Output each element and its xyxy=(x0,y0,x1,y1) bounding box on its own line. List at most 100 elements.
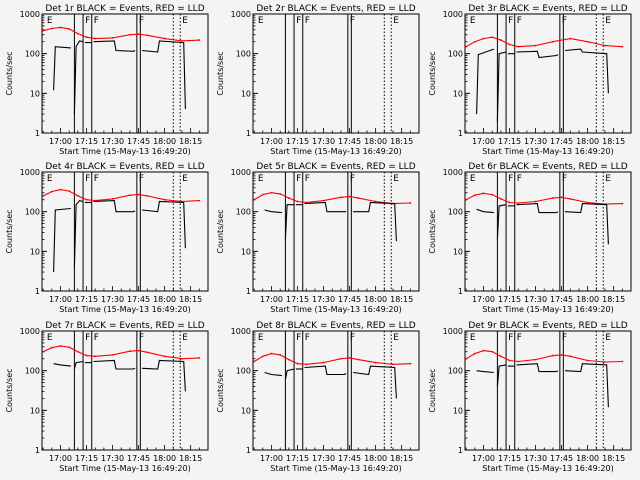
lld-point xyxy=(473,40,476,43)
lld-series-line xyxy=(253,192,411,205)
y-tick-label: 10 xyxy=(241,247,251,256)
lld-point xyxy=(279,193,282,195)
lld-point xyxy=(465,357,468,360)
plot-frame xyxy=(464,13,632,134)
y-tick-label: 10 xyxy=(453,89,463,98)
lld-point xyxy=(340,357,342,360)
events-series-line xyxy=(142,359,186,392)
lld-point xyxy=(491,193,494,196)
plot-frame xyxy=(41,171,209,292)
events-series-line xyxy=(304,201,347,213)
events-series-line xyxy=(353,201,397,242)
lld-point xyxy=(129,194,131,197)
y-tick-label: 10 xyxy=(453,406,463,415)
lld-point xyxy=(137,33,140,36)
events-series-line xyxy=(565,363,609,408)
lld-point xyxy=(85,36,88,39)
x-tick-label: 17:15 xyxy=(75,137,98,146)
events-series-line xyxy=(565,48,609,94)
events-series-line xyxy=(73,360,84,370)
flag-label: F xyxy=(517,333,522,343)
x-tick-label: 18:15 xyxy=(602,137,625,146)
x-tick-label: 18:15 xyxy=(179,454,202,463)
lld-point xyxy=(465,198,468,201)
lld-point xyxy=(482,37,485,40)
x-axis-label: Start Time (15-May-13 16:49:20) xyxy=(482,305,613,314)
events-series-line xyxy=(284,368,295,380)
y-tick-label: 100 xyxy=(25,50,40,59)
flag-label: E xyxy=(47,333,53,343)
flag-label: F xyxy=(508,333,513,343)
lld-point xyxy=(296,362,299,365)
lld-point xyxy=(270,191,273,194)
y-axis-label: Counts/sec xyxy=(5,209,14,253)
x-tick-label: 18:15 xyxy=(390,454,413,463)
lld-point xyxy=(59,345,62,347)
x-tick-label: 17:30 xyxy=(312,295,335,304)
flag-label: F xyxy=(139,16,144,26)
flag-label: E xyxy=(258,16,264,26)
x-tick-label: 17:00 xyxy=(472,454,495,463)
x-tick-label: 17:00 xyxy=(49,454,72,463)
lld-point xyxy=(76,350,79,353)
lld-point xyxy=(163,355,166,358)
x-tick-label: 17:00 xyxy=(260,295,283,304)
x-tick-label: 17:45 xyxy=(127,295,150,304)
lld-point xyxy=(261,355,264,358)
x-tick-label: 17:30 xyxy=(524,454,547,463)
y-tick-label: 1 xyxy=(246,287,251,296)
lld-point xyxy=(534,358,537,361)
flag-label: E xyxy=(182,16,188,26)
flag-label: F xyxy=(350,16,355,26)
panel-det-8: Det 8r BLACK = Events, RED = LLD 1 10 100 10… xyxy=(216,321,420,473)
panel-title: Det 2r BLACK = Events, RED = LLD xyxy=(256,4,415,14)
events-series-line xyxy=(496,51,507,122)
lld-point xyxy=(621,360,624,363)
lld-point xyxy=(94,37,97,40)
flag-label: E xyxy=(393,16,399,26)
lld-point xyxy=(508,43,511,46)
flag-label: E xyxy=(393,174,399,184)
panel-title: Det 6r BLACK = Events, RED = LLD xyxy=(468,162,627,172)
x-tick-label: 18:00 xyxy=(576,137,599,146)
y-tick-label: 1000 xyxy=(231,10,251,19)
lld-point xyxy=(50,346,53,349)
y-tick-label: 1 xyxy=(246,446,251,455)
panel-det-2: Det 2r BLACK = Events, RED = LLD 1 10 100 10… xyxy=(216,4,420,156)
x-tick-label: 17:30 xyxy=(101,295,124,304)
lld-point xyxy=(146,351,149,354)
panel-det-7: Det 7r BLACK = Events, RED = LLD 1 10 100 10… xyxy=(5,321,209,473)
y-axis-label: Counts/sec xyxy=(216,51,225,95)
x-axis-label: Start Time (15-May-13 16:49:20) xyxy=(270,464,401,473)
x-tick-label: 17:15 xyxy=(286,454,309,463)
y-tick-label: 1 xyxy=(458,129,463,138)
x-tick-label: 18:15 xyxy=(390,295,413,304)
x-tick-label: 17:15 xyxy=(75,454,98,463)
flag-label: F xyxy=(562,16,567,26)
x-tick-label: 17:00 xyxy=(49,137,72,146)
lld-point xyxy=(534,200,537,203)
flag-label: E xyxy=(47,174,53,184)
lld-point xyxy=(287,197,290,199)
flag-label: F xyxy=(508,174,513,184)
x-axis-label: Start Time (15-May-13 16:49:20) xyxy=(59,305,190,314)
panel-title: Det 5r BLACK = Events, RED = LLD xyxy=(256,162,415,172)
y-axis-label: Counts/sec xyxy=(5,368,14,412)
plot-frame xyxy=(252,171,420,292)
y-tick-label: 10 xyxy=(241,406,251,415)
lld-point xyxy=(552,197,554,199)
lld-point xyxy=(491,350,494,353)
panel-title: Det 3r BLACK = Events, RED = LLD xyxy=(468,4,627,14)
x-tick-label: 17:15 xyxy=(286,295,309,304)
lld-point xyxy=(560,353,563,356)
x-tick-label: 17:30 xyxy=(312,454,335,463)
lld-point xyxy=(198,199,201,202)
lld-point xyxy=(181,357,183,360)
flag-label: E xyxy=(258,174,264,184)
x-tick-label: 18:00 xyxy=(364,295,387,304)
lld-point xyxy=(473,194,476,197)
x-tick-label: 18:00 xyxy=(576,295,599,304)
y-tick-label: 100 xyxy=(25,367,40,376)
flag-label: F xyxy=(305,333,310,343)
